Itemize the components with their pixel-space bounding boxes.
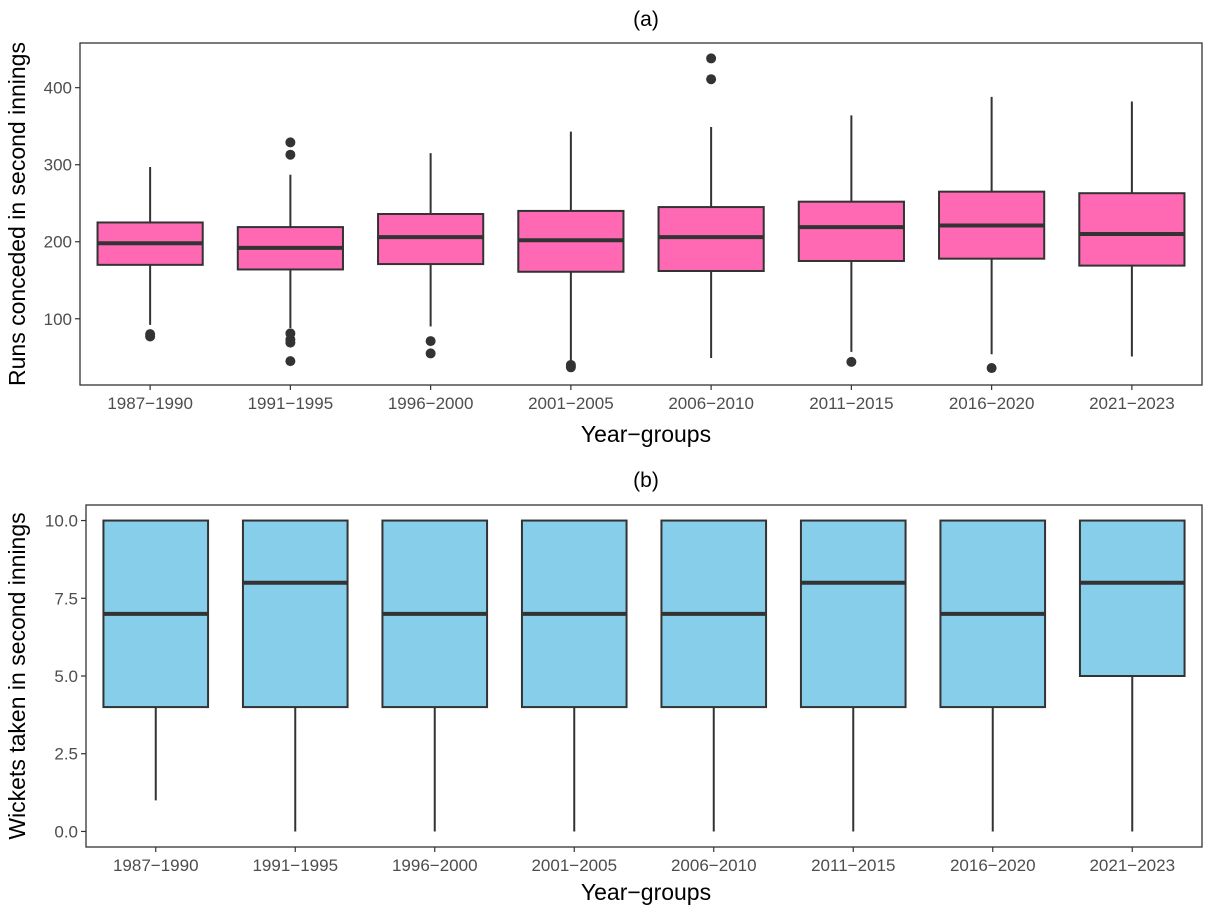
outlier-point xyxy=(285,149,296,160)
panel-b-x-axis-title: Year−groups xyxy=(581,879,711,905)
panel-b-box-6 xyxy=(799,519,907,832)
panel-a-plot-border xyxy=(79,42,1203,386)
panel-b-box-4 xyxy=(520,519,628,832)
panel-a-box-6 xyxy=(797,115,905,367)
panel-a-title: (a) xyxy=(633,8,659,31)
panel-b-title: (b) xyxy=(633,469,659,492)
panel-a-y-tick-label: 100 xyxy=(44,310,72,329)
panel-a-x-axis-title: Year−groups xyxy=(581,421,711,447)
panel-b-box-2 xyxy=(241,519,349,832)
outlier-point xyxy=(145,329,156,340)
panel-b-box-8 xyxy=(1078,519,1186,832)
panel-b-box-1 xyxy=(102,519,210,801)
box-iqr xyxy=(797,200,905,262)
panel-b-y-tick-label: 5.0 xyxy=(54,667,78,686)
panel-b-x-tick-label: 2011−2015 xyxy=(811,856,895,875)
outlier-point xyxy=(285,328,296,339)
panel-b-plot-area: 0.0 2.5 5.0 7.5 10.0 1987−1990 1991−1995 1996−2… xyxy=(45,504,1203,875)
panel-b-y-tick-label: 7.5 xyxy=(54,589,78,608)
panel-b: (b) Wickets taken in second innings Year… xyxy=(4,469,1203,905)
panel-a-x-tick-label: 2011−2015 xyxy=(809,394,893,413)
panel-a-y-tick-label: 300 xyxy=(44,156,72,175)
panel-b-x-tick-label: 2021−2023 xyxy=(1089,856,1175,875)
panel-b-x-tick-label: 2006−2010 xyxy=(671,856,757,875)
panel-a-x-tick-label: 1996−2000 xyxy=(388,394,474,413)
outlier-point xyxy=(285,356,296,367)
outlier-point xyxy=(425,336,436,347)
box-iqr xyxy=(1078,519,1186,678)
panel-a-y-axis-title: Runs conceded in second innings xyxy=(4,42,30,386)
panel-a-x-tick-label: 2001−2005 xyxy=(528,394,614,413)
panel-b-x-tick-label: 1987−1990 xyxy=(113,856,199,875)
panel-a-x-tick-label: 2016−2020 xyxy=(949,394,1035,413)
panel-a-box-7 xyxy=(938,96,1046,374)
panel-b-x-tick-label: 2016−2020 xyxy=(950,856,1036,875)
panel-b-x-tick-label: 1991−1995 xyxy=(252,856,338,875)
panel-b-x-tick-label: 1996−2000 xyxy=(392,856,478,875)
panel-a: (a) Runs conceded in second innings Year… xyxy=(4,8,1203,447)
panel-a-y-tick-label: 200 xyxy=(44,233,72,252)
outlier-point xyxy=(846,356,857,367)
panel-a-box-3 xyxy=(377,153,485,359)
panel-b-box-3 xyxy=(381,519,489,832)
panel-b-y-tick-label: 2.5 xyxy=(54,745,78,764)
panel-a-box-5 xyxy=(657,53,765,359)
box-iqr xyxy=(241,519,349,709)
panel-a-x-tick-label: 1987−1990 xyxy=(107,394,193,413)
box-iqr xyxy=(1078,192,1186,267)
panel-b-y-tick-label: 10.0 xyxy=(45,512,78,531)
panel-a-x-tick-label: 1991−1995 xyxy=(248,394,334,413)
panel-b-x-tick-label: 2001−2005 xyxy=(531,856,617,875)
panel-b-y-axis-title: Wickets taken in second innings xyxy=(4,512,30,839)
panel-a-plot-area: 100 200 300 400 1987−1990 1991−1995 1996−2000 2… xyxy=(44,42,1203,413)
panel-a-x-tick-label: 2021−2023 xyxy=(1089,394,1175,413)
panel-a-box-8 xyxy=(1078,101,1186,357)
outlier-point xyxy=(425,348,436,359)
panel-b-y-tick-label: 0.0 xyxy=(54,822,78,841)
panel-a-y-tick-label: 400 xyxy=(44,79,72,98)
outlier-point xyxy=(706,53,717,64)
outlier-point xyxy=(565,359,576,370)
panel-a-box-1 xyxy=(96,167,204,342)
panel-a-box-4 xyxy=(517,131,625,373)
panel-b-box-7 xyxy=(939,519,1047,832)
panel-a-box-2 xyxy=(236,137,344,367)
panel-b-box-5 xyxy=(660,519,768,832)
box-iqr xyxy=(799,519,907,709)
panel-a-x-tick-label: 2006−2010 xyxy=(668,394,754,413)
outlier-point xyxy=(986,363,997,374)
outlier-point xyxy=(706,74,717,85)
outlier-point xyxy=(285,137,296,148)
